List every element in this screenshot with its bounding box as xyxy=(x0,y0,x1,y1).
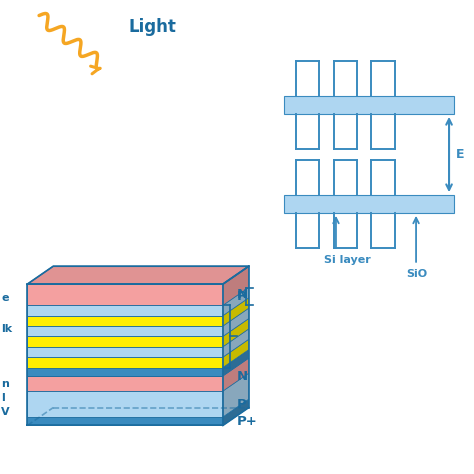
Polygon shape xyxy=(27,266,249,284)
Text: E: E xyxy=(456,148,465,161)
Polygon shape xyxy=(223,329,249,357)
Bar xyxy=(27,347,223,357)
Text: n: n xyxy=(1,379,9,389)
Polygon shape xyxy=(223,319,249,347)
Text: Si layer: Si layer xyxy=(324,255,371,265)
Bar xyxy=(27,417,223,426)
Text: N: N xyxy=(237,370,248,383)
Bar xyxy=(27,357,223,367)
Bar xyxy=(27,337,223,347)
Polygon shape xyxy=(223,308,249,337)
Bar xyxy=(27,376,223,391)
Bar xyxy=(27,316,223,326)
Bar xyxy=(284,195,454,213)
Polygon shape xyxy=(223,287,249,316)
Polygon shape xyxy=(223,373,249,417)
Text: P: P xyxy=(237,290,247,303)
Bar xyxy=(27,326,223,337)
Text: SiO: SiO xyxy=(407,269,428,279)
Bar xyxy=(284,96,454,114)
Bar xyxy=(27,391,223,417)
Text: V: V xyxy=(1,407,10,417)
Polygon shape xyxy=(223,266,249,305)
Text: lk: lk xyxy=(1,324,12,334)
Polygon shape xyxy=(223,358,249,391)
Text: Light: Light xyxy=(128,18,176,36)
Polygon shape xyxy=(223,298,249,326)
Text: e: e xyxy=(1,293,9,303)
Text: l: l xyxy=(1,393,5,403)
Bar xyxy=(27,284,223,305)
Text: P: P xyxy=(237,398,247,410)
Bar xyxy=(27,367,223,376)
Polygon shape xyxy=(223,350,249,376)
Polygon shape xyxy=(223,399,249,426)
Text: P+: P+ xyxy=(237,415,258,428)
Text: N: N xyxy=(237,288,248,301)
Polygon shape xyxy=(223,339,249,367)
Bar xyxy=(27,305,223,316)
